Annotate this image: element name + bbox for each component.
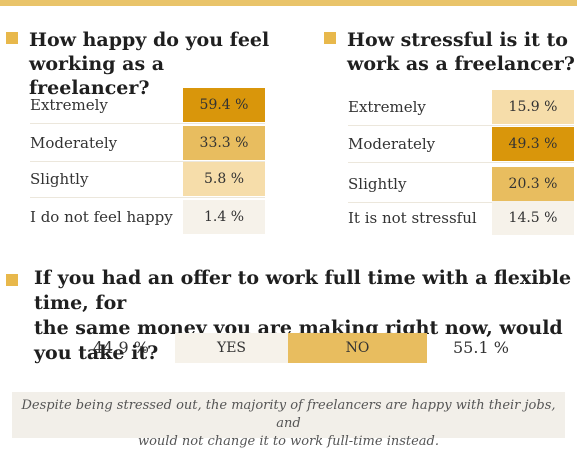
row-label: Extremely xyxy=(30,96,108,114)
row-label: It is not stressful xyxy=(348,209,477,227)
table-row: Extremely 15.9 % xyxy=(348,90,574,124)
table-row: It is not stressful 14.5 % xyxy=(348,201,574,235)
row-divider xyxy=(30,123,265,124)
table-row: Moderately 49.3 % xyxy=(348,127,574,161)
row-divider xyxy=(348,125,574,126)
table-row: Moderately 33.3 % xyxy=(30,126,265,160)
table-row: Slightly 20.3 % xyxy=(348,167,574,201)
value-cell: 15.9 % xyxy=(492,90,574,124)
yes-percentage: 44.9 % xyxy=(93,338,149,357)
value-cell: 59.4 % xyxy=(183,88,265,122)
value-cell: 5.8 % xyxy=(183,162,265,196)
row-label: Extremely xyxy=(348,98,426,116)
row-label: I do not feel happy xyxy=(30,208,173,226)
note-line: would not change it to work full-time in… xyxy=(137,434,440,449)
table-row: Slightly 5.8 % xyxy=(30,162,265,196)
value-cell: 1.4 % xyxy=(183,200,265,234)
row-divider xyxy=(348,202,574,203)
title-line: work as a freelancer? xyxy=(347,53,575,75)
row-label: Slightly xyxy=(30,170,89,188)
row-label: Moderately xyxy=(30,134,118,152)
bullet-marker xyxy=(6,274,18,286)
title-line: If you had an offer to work full time wi… xyxy=(34,267,572,314)
happiness-panel: How happy do you feel working as a freel… xyxy=(0,0,288,240)
row-divider xyxy=(30,161,265,162)
table-row: I do not feel happy 1.4 % xyxy=(30,200,265,234)
top-accent-bar xyxy=(0,0,577,6)
row-divider xyxy=(30,197,265,198)
no-percentage: 55.1 % xyxy=(453,338,509,357)
value-cell: 14.5 % xyxy=(492,201,574,235)
yes-segment: YES xyxy=(175,333,288,363)
value-cell: 33.3 % xyxy=(183,126,265,160)
row-label: Slightly xyxy=(348,175,407,193)
no-segment: NO xyxy=(288,333,427,363)
row-label: Moderately xyxy=(348,135,436,153)
bullet-marker xyxy=(324,32,336,44)
question-title: If you had an offer to work full time wi… xyxy=(34,266,574,366)
table-row: Extremely 59.4 % xyxy=(30,88,265,122)
title-line: How stressful is it to xyxy=(347,29,568,51)
panel-title: How happy do you feel working as a freel… xyxy=(29,28,288,100)
bullet-marker xyxy=(6,32,18,44)
title-line: the same money you are making right now,… xyxy=(34,317,563,364)
title-line: How happy do you feel xyxy=(29,29,270,51)
row-divider xyxy=(348,162,574,163)
title-line: working as a freelancer? xyxy=(29,53,165,99)
value-cell: 20.3 % xyxy=(492,167,574,201)
stress-panel: How stressful is it to work as a freelan… xyxy=(318,0,577,240)
value-cell: 49.3 % xyxy=(492,127,574,161)
summary-note: Despite being stressed out, the majority… xyxy=(12,392,565,449)
note-line: Despite being stressed out, the majority… xyxy=(21,398,556,431)
panel-title: How stressful is it to work as a freelan… xyxy=(347,28,575,76)
